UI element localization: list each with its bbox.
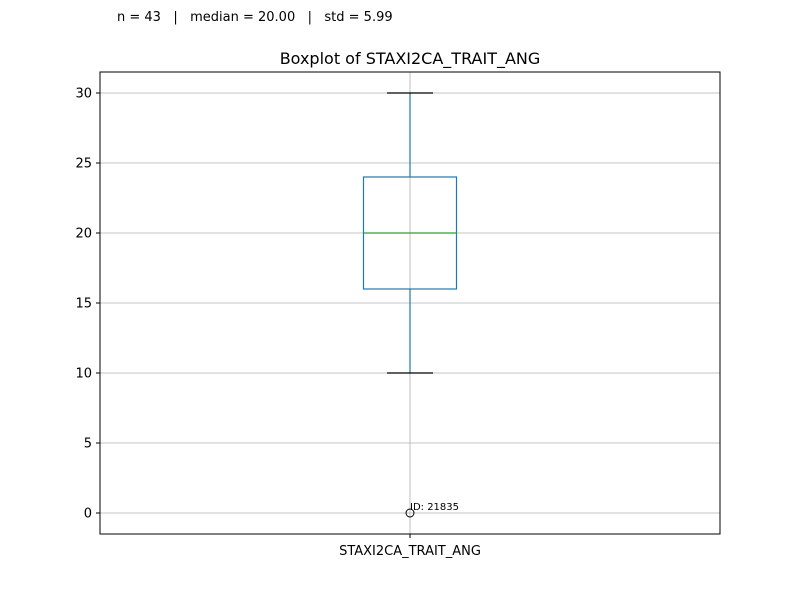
y-tick-label: 15 bbox=[75, 297, 92, 312]
x-tick-label: STAXI2CA_TRAIT_ANG bbox=[339, 544, 481, 559]
chart-title: Boxplot of STAXI2CA_TRAIT_ANG bbox=[280, 49, 541, 69]
outlier-label: ID: 21835 bbox=[410, 502, 459, 513]
y-tick-label: 25 bbox=[75, 157, 92, 172]
plot-frame bbox=[99, 71, 721, 535]
y-tick-label: 10 bbox=[75, 367, 92, 382]
axis-layer: 0 5 10 15 20 25 30 STAXI2CA_TRAIT_ANG bbox=[75, 87, 480, 560]
stats-summary: n = 43 | median = 20.00 | std = 5.99 bbox=[117, 10, 393, 25]
y-tick-label: 20 bbox=[75, 227, 92, 242]
y-tick-label: 0 bbox=[84, 507, 92, 522]
box-layer: ID: 21835 bbox=[362, 92, 459, 518]
y-tick-label: 5 bbox=[84, 437, 92, 452]
y-tick-label: 30 bbox=[75, 87, 92, 102]
outlier-point bbox=[405, 508, 415, 518]
